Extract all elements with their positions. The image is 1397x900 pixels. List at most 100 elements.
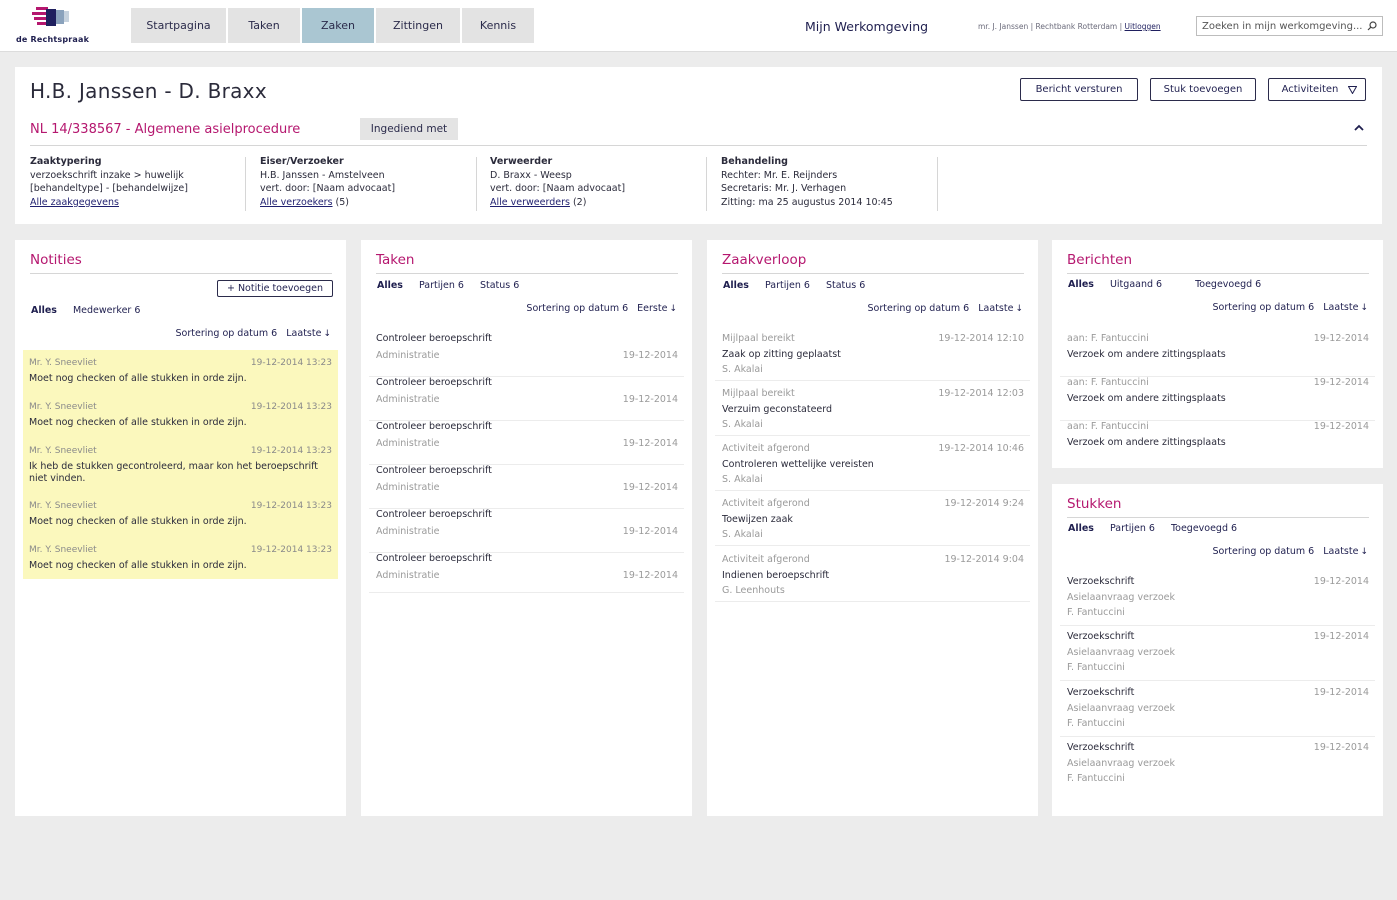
task-item[interactable]: Controleer beroepschrift Administratie 19… <box>369 421 684 465</box>
filter-status[interactable]: Status 6 <box>825 280 866 291</box>
sort-order[interactable]: Eerste ↓ <box>637 303 677 314</box>
divider <box>1067 517 1369 518</box>
progress-kind: Activiteit afgerond <box>722 554 810 565</box>
rechtspraak-logo[interactable]: de Rechtspraak <box>14 6 94 46</box>
all-defendants-link[interactable]: Alle verweerders <box>490 196 570 208</box>
search-input[interactable] <box>1197 17 1362 35</box>
note-item[interactable]: Mr. Y. Sneevliet 19-12-2014 13:23 Moet no… <box>29 545 332 572</box>
divider <box>376 273 678 274</box>
panel-title: Stukken <box>1067 496 1122 512</box>
sort-order[interactable]: Laatste ↓ <box>1323 302 1368 313</box>
sort-by-date[interactable]: Sortering op datum 6 <box>175 328 278 339</box>
notes-panel: Notities + Notitie toevoegen Alles Medew… <box>15 240 346 816</box>
filter-added[interactable]: Toegevoegd 6 <box>1195 279 1262 290</box>
info-line: Secretaris: Mr. J. Verhagen <box>721 183 847 194</box>
task-item[interactable]: Controleer beroepschrift Administratie 19… <box>369 465 684 509</box>
filter-added[interactable]: Toegevoegd 6 <box>1170 523 1238 534</box>
nav-item-taken[interactable]: Taken <box>228 8 300 43</box>
task-item[interactable]: Controleer beroepschrift Administratie 19… <box>369 509 684 553</box>
message-date: 19-12-2014 <box>1313 377 1369 388</box>
task-title: Controleer beroepschrift <box>376 377 492 388</box>
search-box <box>1196 16 1383 36</box>
filter-partijen[interactable]: Partijen 6 <box>1109 523 1155 534</box>
panel-title: Berichten <box>1067 252 1133 268</box>
filter-status[interactable]: Status 6 <box>479 280 520 291</box>
task-item[interactable]: Controleer beroepschrift Administratie 19… <box>369 553 684 593</box>
filter-all[interactable]: Alles <box>1068 523 1094 534</box>
sort-by-date[interactable]: Sortering op datum 6 <box>1212 546 1315 557</box>
filter-partijen[interactable]: Partijen 6 <box>764 280 810 291</box>
all-case-details-link[interactable]: Alle zaakgegevens <box>30 196 119 208</box>
progress-item[interactable]: Mijlpaal bereikt 19-12-2014 12:10 Zaak op… <box>715 333 1030 381</box>
arrow-down-icon: ↓ <box>669 304 677 314</box>
add-document-button[interactable]: Stuk toevoegen <box>1150 78 1256 101</box>
activities-button[interactable]: Activiteiten <box>1268 78 1366 101</box>
document-date: 19-12-2014 <box>1313 687 1369 698</box>
filter-medewerker[interactable]: Medewerker 6 <box>72 305 141 316</box>
sort-order-label: Laatste <box>286 328 322 339</box>
arrow-down-icon: ↓ <box>1360 303 1368 313</box>
info-line: [behandeltype] - [behandelwijze] <box>30 183 188 194</box>
info-line: vert. door: [Naam advocaat] <box>260 183 396 194</box>
divider <box>476 157 477 211</box>
filter-all[interactable]: Alles <box>723 280 749 291</box>
note-text: Ik heb de stukken gecontroleerd, maar ko… <box>29 461 319 484</box>
document-item[interactable]: Verzoekschrift 19-12-2014 Asielaanvraag v… <box>1060 631 1375 681</box>
document-type: Asielaanvraag verzoek <box>1067 592 1175 603</box>
case-progress-panel: Zaakverloop Alles Partijen 6 Status 6 So… <box>707 240 1038 816</box>
progress-item[interactable]: Activiteit afgerond 19-12-2014 9:04 Indie… <box>715 554 1030 602</box>
nav-item-zaken[interactable]: Zaken <box>302 8 374 43</box>
note-item[interactable]: Mr. Y. Sneevliet 19-12-2014 13:23 Ik heb … <box>29 446 332 484</box>
filter-all[interactable]: Alles <box>1068 279 1094 290</box>
chevron-up-icon[interactable] <box>1353 123 1365 133</box>
document-item[interactable]: Verzoekschrift 19-12-2014 Asielaanvraag v… <box>1060 687 1375 737</box>
filter-outgoing[interactable]: Uitgaand 6 <box>1109 279 1163 290</box>
task-filters: Alles Partijen 6 Status 6 <box>377 280 535 291</box>
add-note-button[interactable]: + Notitie toevoegen <box>217 280 333 297</box>
nav-item-startpagina[interactable]: Startpagina <box>131 8 226 43</box>
note-item[interactable]: Mr. Y. Sneevliet 19-12-2014 13:23 Moet no… <box>29 501 332 528</box>
send-message-button[interactable]: Bericht versturen <box>1020 78 1138 101</box>
document-title: Verzoekschrift <box>1067 631 1135 642</box>
nav-item-kennis[interactable]: Kennis <box>462 8 534 43</box>
task-category: Administratie <box>376 438 440 449</box>
note-item[interactable]: Mr. Y. Sneevliet 19-12-2014 13:23 Moet no… <box>29 402 332 429</box>
sort-by-date[interactable]: Sortering op datum 6 <box>1212 302 1315 313</box>
document-author: F. Fantuccini <box>1067 718 1125 729</box>
message-date: 19-12-2014 <box>1313 421 1369 432</box>
note-item[interactable]: Mr. Y. Sneevliet 19-12-2014 13:23 Moet no… <box>29 358 332 385</box>
case-title: H.B. Janssen - D. Braxx <box>30 79 267 103</box>
sort-by-date[interactable]: Sortering op datum 6 <box>867 303 970 314</box>
document-item[interactable]: Verzoekschrift 19-12-2014 Asielaanvraag v… <box>1060 742 1375 792</box>
sort-order[interactable]: Laatste ↓ <box>286 328 331 339</box>
nav-item-zittingen[interactable]: Zittingen <box>376 8 460 43</box>
logo-text: de Rechtspraak <box>16 35 90 44</box>
filter-all[interactable]: Alles <box>377 280 403 291</box>
divider <box>706 157 707 211</box>
progress-item[interactable]: Activiteit afgerond 19-12-2014 10:46 Cont… <box>715 443 1030 491</box>
progress-person: S. Akalai <box>722 364 763 375</box>
info-line: Rechter: Mr. E. Reijnders <box>721 169 838 181</box>
all-applicants-link[interactable]: Alle verzoekers <box>260 196 333 208</box>
info-line: verzoekschrift inzake > huwelijk <box>30 169 184 181</box>
progress-item[interactable]: Activiteit afgerond 19-12-2014 9:24 Toewi… <box>715 498 1030 546</box>
sort-by-date[interactable]: Sortering op datum 6 <box>526 303 629 314</box>
message-item[interactable]: aan: F. Fantuccini 19-12-2014 Verzoek om … <box>1060 421 1375 461</box>
sort-order[interactable]: Laatste ↓ <box>1323 546 1368 557</box>
notes-list: Mr. Y. Sneevliet 19-12-2014 13:23 Moet no… <box>23 350 338 579</box>
task-title: Controleer beroepschrift <box>376 465 492 476</box>
progress-item[interactable]: Mijlpaal bereikt 19-12-2014 12:03 Verzuim… <box>715 388 1030 436</box>
filter-partijen[interactable]: Partijen 6 <box>418 280 464 291</box>
note-text: Moet nog checken of alle stukken in orde… <box>29 373 247 384</box>
task-item[interactable]: Controleer beroepschrift Administratie 19… <box>369 377 684 421</box>
message-item[interactable]: aan: F. Fantuccini 19-12-2014 Verzoek om … <box>1060 377 1375 421</box>
sort-order[interactable]: Laatste ↓ <box>978 303 1023 314</box>
logout-link[interactable]: Uitloggen <box>1124 22 1161 31</box>
message-item[interactable]: aan: F. Fantuccini 19-12-2014 Verzoek om … <box>1060 333 1375 377</box>
sort-controls: Sortering op datum 6 Eerste ↓ <box>526 303 677 314</box>
search-icon[interactable] <box>1367 21 1377 31</box>
filter-all[interactable]: Alles <box>31 305 57 316</box>
note-filters: Alles Medewerker 6 <box>31 305 156 316</box>
task-item[interactable]: Controleer beroepschrift Administratie 19… <box>369 333 684 377</box>
document-item[interactable]: Verzoekschrift 19-12-2014 Asielaanvraag v… <box>1060 576 1375 626</box>
